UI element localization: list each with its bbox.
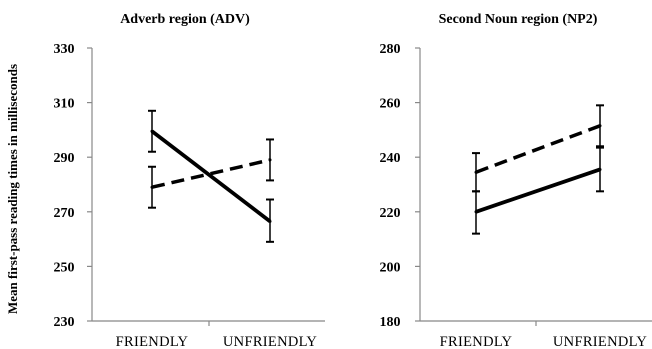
y-tick-label-np2: 260 [380,97,401,112]
series-line-dashed-adv [151,158,271,189]
y-axis-label: Mean first-pass reading times in millise… [5,64,20,314]
data-point-dashed-np2 [598,124,602,128]
data-point-solid-adv [150,129,154,133]
x-tick-label-adv: UNFRIENDLY [223,334,317,349]
y-tick-label-np2: 180 [380,315,401,330]
y-tick-label-np2: 220 [380,206,401,221]
series-line-dashed-np2 [475,124,601,174]
x-tick-label-adv: FRIENDLY [116,334,189,349]
chart-title-adv: Adverb region (ADV) [120,12,250,27]
y-tick-label-np2: 200 [380,260,401,275]
data-point-dashed-adv [150,185,154,189]
data-point-solid-adv [268,219,272,223]
series-line-solid-np2 [475,167,601,214]
data-point-solid-np2 [474,210,478,214]
data-point-dashed-adv [268,158,272,162]
data-point-solid-np2 [598,167,602,171]
y-tick-label-adv: 290 [54,151,75,166]
chart-title-np2: Second Noun region (NP2) [439,12,598,27]
data-point-dashed-np2 [474,170,478,174]
y-tick-label-adv: 270 [54,206,75,221]
chart-panel-np2: Second Noun region (NP2) 180 200 220 240 260… [380,12,652,349]
y-tick-label-np2: 280 [380,42,401,57]
y-tick-label-adv: 310 [54,97,75,112]
x-tick-label-np2: FRIENDLY [440,334,513,349]
y-tick-label-adv: 330 [54,42,75,57]
series-line-solid-adv [150,129,272,223]
y-tick-label-np2: 240 [380,151,401,166]
x-tick-label-np2: UNFRIENDLY [553,334,647,349]
chart-panel-adv: Adverb region (ADV) 230 250 270 290 310 330 FR… [54,12,325,349]
y-tick-label-adv: 250 [54,260,75,275]
y-tick-label-adv: 230 [54,315,75,330]
